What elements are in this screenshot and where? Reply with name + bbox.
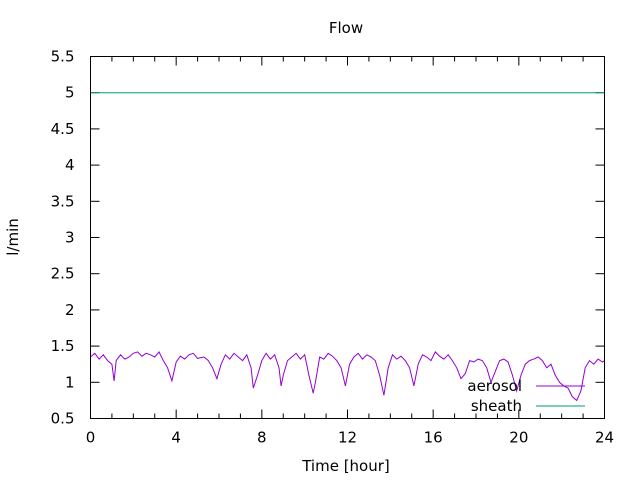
legend-label-sheath: sheath	[471, 397, 522, 415]
y-axis-label: l/min	[4, 218, 22, 256]
y-tick-label: 5	[65, 84, 75, 102]
y-tick-label: 1	[65, 373, 75, 391]
series-line-aerosol	[90, 350, 605, 402]
x-tick-label: 16	[424, 429, 443, 447]
legend: aerosol sheath	[467, 377, 585, 415]
y-tick-label: 3.5	[51, 192, 75, 210]
x-tick-label: 8	[257, 429, 267, 447]
y-tick-label: 1.5	[51, 337, 75, 355]
x-tick-label: 24	[595, 429, 614, 447]
y-tick-label: 5.5	[51, 48, 75, 66]
series-lines	[90, 92, 605, 402]
x-tick-label: 4	[171, 429, 181, 447]
y-tick-label: 4.5	[51, 120, 75, 138]
legend-label-aerosol: aerosol	[467, 377, 522, 395]
y-tick-label: 4	[65, 156, 75, 174]
y-tick-label: 3	[65, 229, 75, 247]
x-tick-label: 0	[86, 429, 96, 447]
y-axis-ticks: 0.5 1 1.5 2 2.5 3 3.5 4 4.5 5 5.5	[51, 48, 605, 428]
y-tick-label: 0.5	[51, 410, 75, 428]
x-axis-ticks: 0 4 8 12 16 20 24	[86, 56, 614, 447]
x-tick-label: 12	[338, 429, 357, 447]
y-tick-label: 2.5	[51, 265, 75, 283]
y-tick-label: 2	[65, 301, 75, 319]
plot-border	[90, 56, 605, 419]
chart-title: Flow	[329, 19, 363, 37]
x-tick-label: 20	[509, 429, 528, 447]
x-axis-label: Time [hour]	[301, 457, 390, 475]
